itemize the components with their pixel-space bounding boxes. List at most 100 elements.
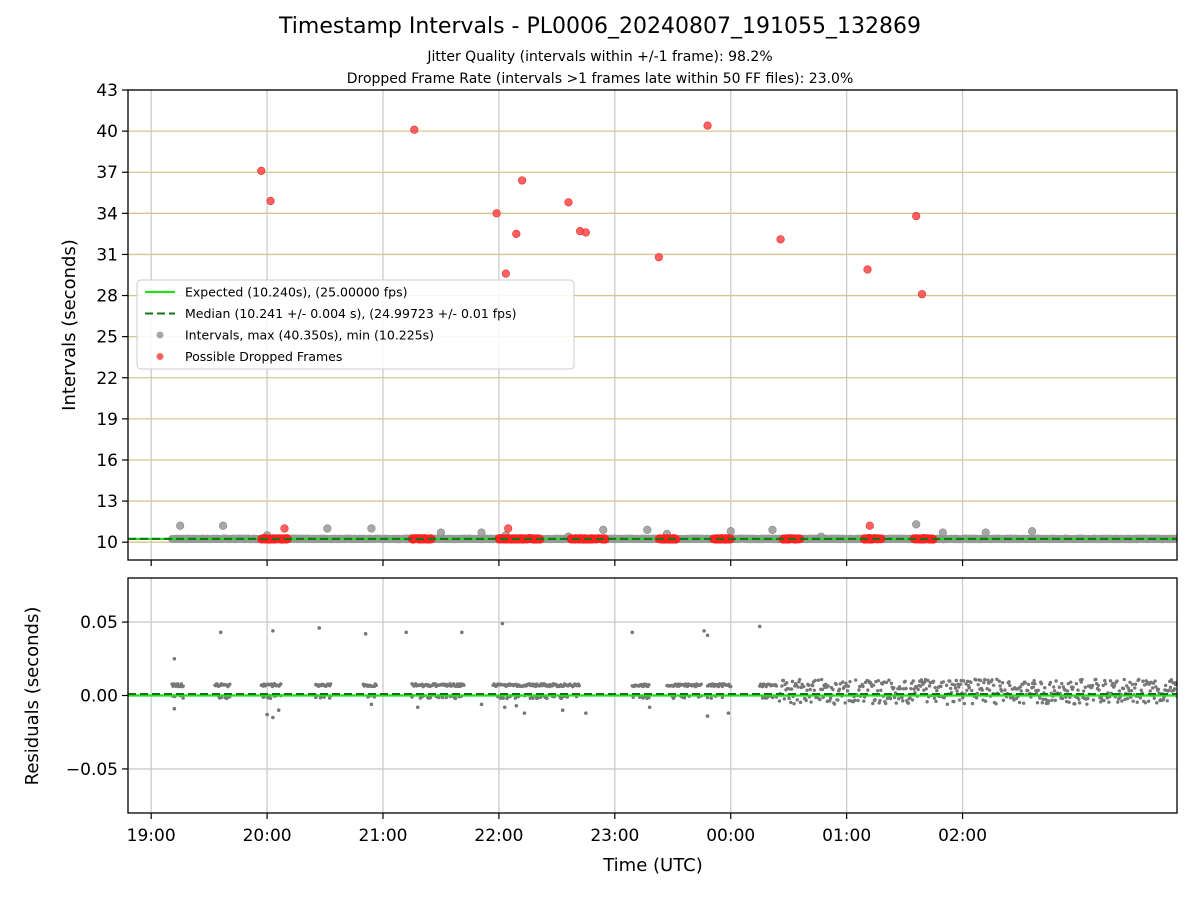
residual-point [926,678,930,683]
residual-point [1101,683,1105,688]
dropped-frame-point [654,253,663,262]
residual-point [1137,677,1141,682]
residual-point [967,686,971,690]
residual-point [986,678,990,682]
interval-point [323,524,332,533]
xtick-label: 20:00 [243,826,292,846]
dropped-frame-point [492,209,501,218]
residual-point [271,629,275,633]
residual-point [935,688,939,693]
top-ytick-label: 37 [96,163,118,183]
residual-point [709,696,713,700]
residual-point [271,715,275,720]
residual-point [1096,683,1100,687]
residual-point [1036,688,1040,693]
legend-marker-swatch [156,353,164,360]
dropped-frame-point [564,198,573,207]
dropped-frame-point [266,196,275,206]
residual-point [1139,688,1143,692]
residual-point [954,678,959,683]
residual-point [982,680,986,685]
residual-point [1171,680,1175,685]
residual-point [1040,701,1045,705]
residual-point [956,682,960,686]
residual-point [1000,689,1004,693]
residual-point [1108,679,1113,683]
dropped-frame-point [501,269,510,278]
residual-point [997,679,1002,683]
dropped-frame-point [257,166,266,175]
residual-point [218,630,223,635]
top-ytick-label: 13 [96,492,118,512]
residual-point [789,687,794,691]
residual-point [172,656,177,661]
residual-point [925,700,929,704]
residual-point [873,698,877,702]
residual-point [1143,701,1148,705]
residual-point [535,696,540,700]
residual-point [931,679,936,683]
residual-point [276,708,281,712]
residual-point [813,678,817,683]
top-ytick-label: 10 [96,533,118,553]
interval-point [938,528,947,537]
residual-point [1148,689,1152,693]
interval-point [1028,527,1037,536]
residual-point [1041,697,1045,701]
residual-point [961,696,965,700]
residual-point [832,702,837,706]
residual-point [479,702,484,707]
residual-point [181,696,185,700]
xtick-label: 21:00 [359,826,408,846]
dropped-frame-point [504,524,513,533]
residual-point [1155,701,1159,705]
residual-point [647,682,651,687]
residual-point [853,678,858,682]
residual-point [952,699,956,704]
residual-point [1152,696,1156,700]
residual-point [802,684,806,689]
top-ytick-label: 40 [96,122,118,142]
legend-marker-swatch [156,331,164,339]
residual-point [990,678,994,682]
dropped-frame-point [517,176,527,185]
residual-point [317,626,322,630]
residual-point [955,689,959,693]
residual-point [862,699,866,703]
residual-point [887,678,891,682]
residual-point [853,698,857,703]
residual-point [957,685,961,689]
residual-point [962,701,967,706]
residual-point [908,696,912,700]
residual-point [892,695,897,700]
residual-point [1067,700,1071,704]
xtick-label: 19:00 [127,826,176,846]
interval-point [436,528,446,537]
residual-point [500,621,505,626]
residual-point [994,701,998,706]
dropped-frame-point [863,265,872,274]
residual-point [1003,688,1007,692]
dropped-frame-point [703,121,712,130]
residual-point [906,701,911,705]
residual-point [1154,685,1158,689]
residual-point [983,699,988,703]
residual-point [1146,699,1151,703]
residual-points [170,621,1177,720]
residual-point [1043,686,1047,690]
residual-point [987,688,992,692]
residual-point [933,685,937,690]
residual-point [415,705,420,710]
residuals-y-axis-label: Residuals (seconds) [22,607,43,786]
dropped-frame-point [776,235,785,244]
residual-point [1102,698,1106,703]
residual-point [970,688,974,693]
residual-point [1135,700,1139,704]
interval-point [218,521,228,530]
residual-point [898,687,903,691]
residual-point [765,695,769,700]
residual-point [1163,683,1168,688]
residual-point [1157,691,1161,695]
residual-point [952,683,957,687]
residual-point [1073,702,1077,706]
